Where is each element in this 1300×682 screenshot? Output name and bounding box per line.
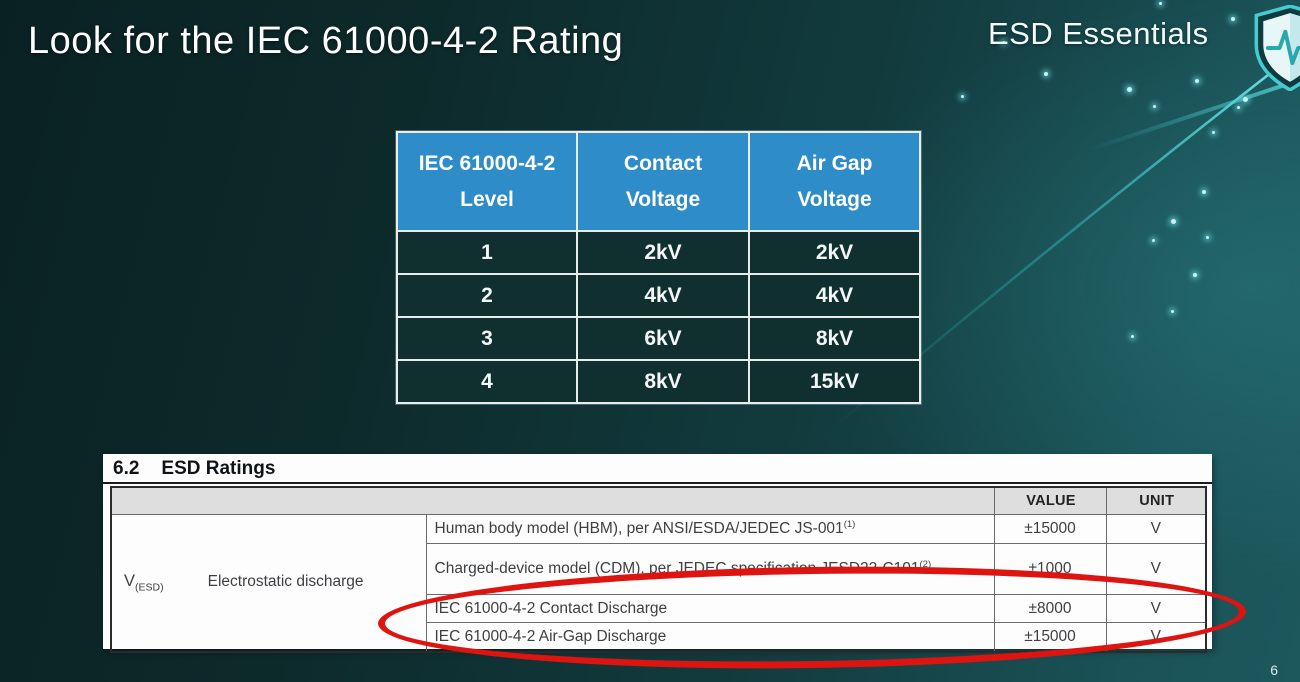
star-dot [1206,236,1209,239]
star-dot [1152,239,1155,242]
unit-cell: V [1105,543,1207,595]
star-dot [1202,190,1206,194]
table-row: IEC 61000-4-2 Contact Discharge ±8000 V [111,594,1207,623]
iec-header-airgap: Air Gap Voltage [748,131,921,232]
star-dot [1193,273,1197,277]
star-dot [1212,131,1215,134]
symbol-parameter-cell: V(ESD) Electrostatic discharge [110,514,427,653]
iec-header-row: IEC 61000-4-2 Level Contact Voltage Air … [396,131,921,232]
section-number: 6.2 [113,458,140,479]
star-dot [1171,310,1174,313]
unit-cell: V [1105,622,1207,653]
table-row: V(ESD) Electrostatic discharge Human body… [110,514,1207,653]
condition-cell: IEC 61000-4-2 Contact Discharge [425,594,995,623]
contact-cell: 2kV [576,230,750,275]
datasheet-panel: 6.2 ESD Ratings VALUE UNIT V(ESD) Electros… [103,454,1212,653]
contact-cell: 6kV [576,316,750,361]
ratings-header-row: VALUE UNIT [110,486,1207,515]
iec-header-contact: Contact Voltage [576,131,750,232]
empty-header-cell [110,486,995,515]
star-dot [1171,219,1176,224]
airgap-cell: 4kV [748,273,921,318]
star-dot [1195,79,1199,83]
table-row: Charged-device model (CDM), per JEDEC sp… [111,543,1207,595]
condition-cell: IEC 61000-4-2 Air-Gap Discharge [425,622,995,653]
level-cell: 1 [396,230,578,275]
star-dot [1131,335,1134,338]
table-row: 2 4kV 4kV [396,273,921,318]
star-dot [1127,87,1132,92]
condition-cell: Human body model (HBM), per ANSI/ESDA/JE… [425,514,995,544]
star-dot [1159,2,1162,5]
star-dot [961,95,964,98]
star-dot [1231,17,1235,21]
datasheet-section-title: 6.2 ESD Ratings [103,457,1212,484]
page-number: 6 [1270,662,1278,678]
star-dot [1002,41,1005,44]
star-dot [1153,105,1156,108]
table-row: IEC 61000-4-2 Air-Gap Discharge ±15000 V [111,622,1207,653]
section-name: ESD Ratings [161,458,276,479]
airgap-cell: 2kV [748,230,921,275]
esd-ratings-table: VALUE UNIT V(ESD) Electrostatic discharge… [110,486,1207,653]
iec-header-level: IEC 61000-4-2 Level [396,131,578,232]
level-cell: 3 [396,316,578,361]
star-dot [1243,97,1248,102]
condition-cell: Charged-device model (CDM), per JEDEC sp… [425,543,995,595]
level-cell: 2 [396,273,578,318]
value-cell: ±1000 [993,543,1107,595]
star-dot [1237,106,1240,109]
page-title: Look for the IEC 61000-4-2 Rating [28,20,624,62]
contact-cell: 8kV [576,359,750,404]
value-header: VALUE [993,486,1107,515]
table-row: 3 6kV 8kV [396,316,921,361]
parameter-label: Electrostatic discharge [207,573,364,591]
unit-cell: V [1105,514,1207,544]
star-dot [1044,72,1048,76]
unit-cell: V [1105,594,1207,623]
symbol-vesd: V(ESD) [124,572,164,594]
airgap-cell: 8kV [748,316,921,361]
shield-pulse-icon [1254,5,1300,91]
level-cell: 4 [396,359,578,404]
value-cell: ±15000 [993,622,1107,653]
table-row: 4 8kV 15kV [396,359,921,404]
brand-text: ESD Essentials [988,16,1209,51]
table-row: 1 2kV 2kV [396,230,921,275]
airgap-cell: 15kV [748,359,921,404]
contact-cell: 4kV [576,273,750,318]
iec-61000-4-2-table: IEC 61000-4-2 Level Contact Voltage Air … [396,131,921,404]
unit-header: UNIT [1105,486,1207,515]
value-cell: ±15000 [993,514,1107,544]
